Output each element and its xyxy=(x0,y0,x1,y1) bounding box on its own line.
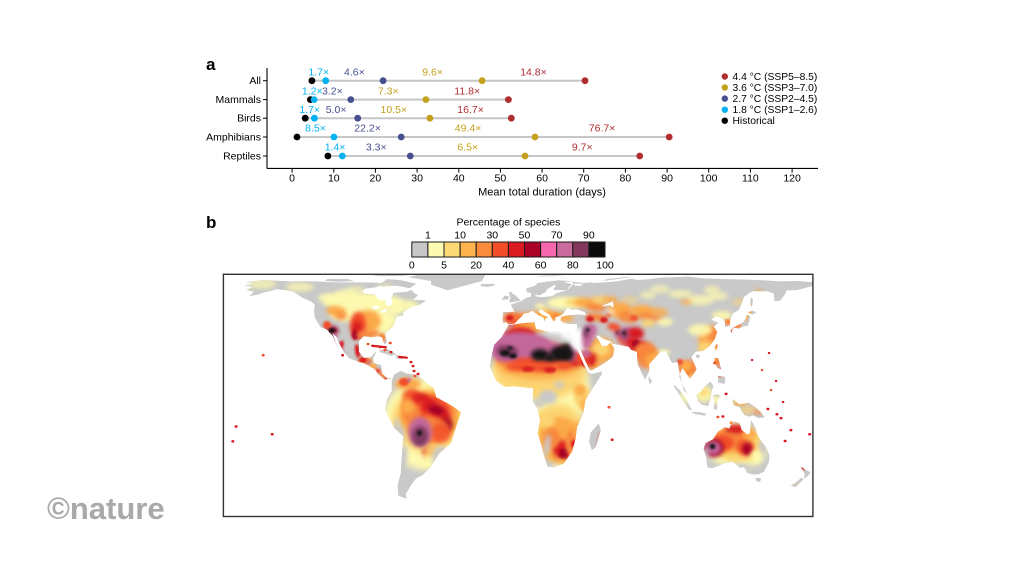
svg-text:60: 60 xyxy=(535,260,547,272)
svg-text:10: 10 xyxy=(454,230,466,242)
svg-text:16.7×: 16.7× xyxy=(457,104,484,116)
svg-text:50: 50 xyxy=(519,230,531,242)
svg-text:30: 30 xyxy=(486,230,498,242)
svg-text:Historical: Historical xyxy=(733,116,775,127)
svg-text:20: 20 xyxy=(370,173,382,185)
svg-text:20: 20 xyxy=(470,260,482,272)
svg-text:b: b xyxy=(206,213,216,232)
svg-text:1: 1 xyxy=(425,230,431,242)
svg-text:30: 30 xyxy=(411,173,423,185)
svg-text:1.7×: 1.7× xyxy=(299,104,320,116)
svg-text:0: 0 xyxy=(289,173,295,185)
svg-text:4.6×: 4.6× xyxy=(344,66,365,78)
svg-text:5.0×: 5.0× xyxy=(326,104,347,116)
svg-text:5: 5 xyxy=(441,260,447,272)
svg-text:110: 110 xyxy=(742,173,759,185)
svg-text:Mean total duration (days): Mean total duration (days) xyxy=(478,187,606,199)
svg-text:7.3×: 7.3× xyxy=(378,85,399,97)
svg-text:40: 40 xyxy=(453,173,465,185)
svg-text:10.5×: 10.5× xyxy=(381,104,408,116)
svg-text:60: 60 xyxy=(536,173,548,185)
svg-text:100: 100 xyxy=(596,260,614,272)
svg-text:90: 90 xyxy=(583,230,595,242)
svg-text:0: 0 xyxy=(409,260,415,272)
svg-text:Amphibians: Amphibians xyxy=(206,131,261,143)
svg-text:6.5×: 6.5× xyxy=(457,142,478,154)
svg-text:4.4 °C (SSP5–8.5): 4.4 °C (SSP5–8.5) xyxy=(733,72,818,83)
svg-text:Mammals: Mammals xyxy=(215,94,261,106)
svg-text:90: 90 xyxy=(661,173,673,185)
svg-text:3.6 °C (SSP3–7.0): 3.6 °C (SSP3–7.0) xyxy=(733,83,818,94)
svg-text:3.3×: 3.3× xyxy=(366,142,387,154)
svg-text:11.8×: 11.8× xyxy=(454,85,480,97)
svg-text:©nature: ©nature xyxy=(47,491,165,526)
svg-text:70: 70 xyxy=(551,230,563,242)
svg-text:40: 40 xyxy=(503,260,515,272)
svg-text:22.2×: 22.2× xyxy=(354,123,381,135)
svg-text:Percentage of species: Percentage of species xyxy=(456,217,560,229)
svg-text:1.8 °C (SSP1–2.6): 1.8 °C (SSP1–2.6) xyxy=(733,105,818,116)
svg-text:Birds: Birds xyxy=(237,113,261,125)
svg-text:All: All xyxy=(249,75,261,87)
svg-text:80: 80 xyxy=(567,260,579,272)
svg-text:80: 80 xyxy=(620,173,632,185)
svg-text:50: 50 xyxy=(495,173,507,185)
svg-text:14.8×: 14.8× xyxy=(520,66,547,78)
svg-text:120: 120 xyxy=(783,173,801,185)
svg-text:a: a xyxy=(206,55,216,74)
svg-text:3.2×: 3.2× xyxy=(322,85,343,97)
svg-text:1.2×: 1.2× xyxy=(302,85,323,97)
svg-text:70: 70 xyxy=(578,173,590,185)
svg-text:76.7×: 76.7× xyxy=(589,123,616,135)
svg-text:1.7×: 1.7× xyxy=(308,66,329,78)
svg-text:2.7 °C (SSP2–4.5): 2.7 °C (SSP2–4.5) xyxy=(733,94,818,105)
svg-text:Reptiles: Reptiles xyxy=(223,150,261,162)
svg-text:8.5×: 8.5× xyxy=(305,123,326,135)
svg-text:49.4×: 49.4× xyxy=(455,123,482,135)
svg-text:9.6×: 9.6× xyxy=(422,66,443,78)
svg-text:100: 100 xyxy=(700,173,718,185)
svg-text:1.4×: 1.4× xyxy=(325,142,346,154)
svg-text:10: 10 xyxy=(328,173,340,185)
svg-text:9.7×: 9.7× xyxy=(572,142,593,154)
